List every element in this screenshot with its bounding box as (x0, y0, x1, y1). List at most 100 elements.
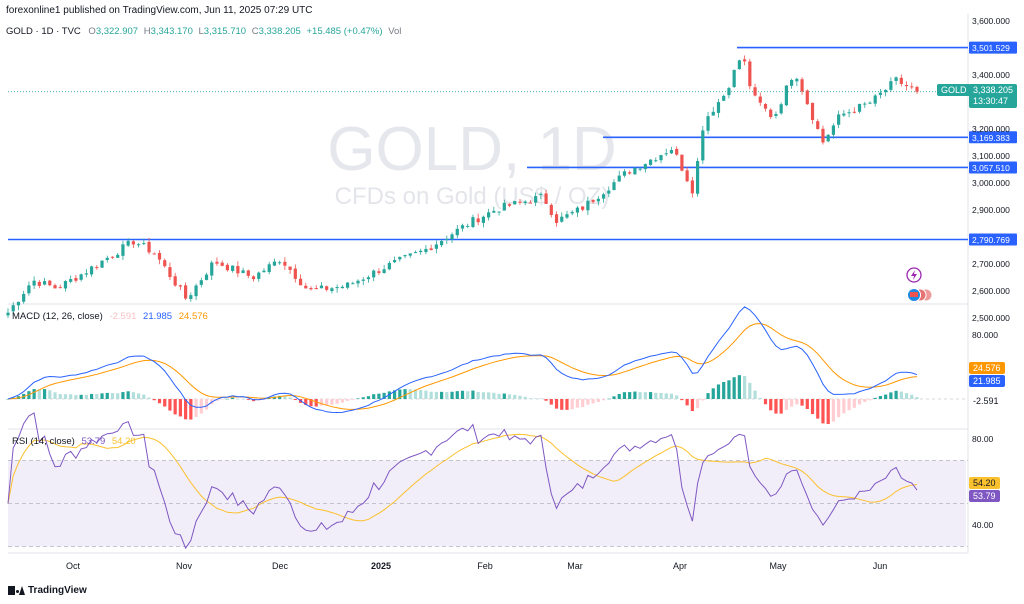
candle-body (471, 217, 475, 227)
candle-body (560, 216, 564, 222)
candle-body (581, 206, 585, 210)
macd-histogram-bar (89, 393, 94, 399)
candle-body (225, 264, 230, 271)
macd-histogram-bar (319, 399, 324, 406)
candle-body (16, 301, 21, 306)
macd-histogram-bar (356, 398, 360, 399)
candle-body (680, 154, 684, 171)
low-value: 3,315.710 (203, 26, 247, 37)
macd-histogram-bar (450, 391, 454, 399)
candle-body (220, 262, 224, 266)
economic-events-icon[interactable] (907, 288, 933, 302)
candle-body (424, 248, 428, 253)
candle-body (549, 204, 553, 215)
rsi-ma-tag: 54.20 (969, 477, 1000, 489)
macd-histogram-bar (314, 399, 318, 407)
macd-histogram-bar (121, 392, 125, 399)
tradingview-brand[interactable]: TradingView (8, 585, 87, 596)
macd-histogram-bar (471, 390, 475, 399)
macd-histogram-bar (231, 397, 235, 399)
candle-body (100, 260, 104, 268)
macd-histogram-bar (513, 394, 517, 399)
candlestick-series (6, 55, 919, 319)
macd-histogram-bar (743, 375, 747, 399)
watermark-description: CFDs on Gold (US$ / OZ) (335, 183, 610, 210)
macd-histogram-bar (424, 390, 428, 399)
level-price-label: 3,169.383 (972, 133, 1010, 143)
macd-line-tag: 21.985 (969, 375, 1005, 387)
bar-countdown: 13:30:47 (973, 96, 1009, 106)
candle-body (837, 114, 841, 125)
macd-histogram-bar (638, 392, 642, 399)
macd-histogram-bar (607, 398, 611, 400)
macd-histogram-bar (910, 394, 914, 399)
macd-histogram-bar (769, 399, 773, 411)
candle-body (554, 214, 559, 223)
candle-body (272, 261, 277, 266)
candle-body (831, 125, 836, 135)
volume-label[interactable]: Vol (388, 26, 402, 37)
candle-body (283, 261, 287, 266)
candle-body (231, 265, 235, 271)
candle-body (184, 285, 188, 299)
symbol-title[interactable]: GOLD · 1D · TVC (6, 26, 81, 37)
macd-histogram-bar (74, 395, 78, 399)
brand-name: TradingView (28, 585, 87, 596)
macd-histogram-bar (236, 398, 240, 400)
macd-histogram-bar (737, 375, 741, 399)
candle-body (664, 153, 668, 155)
candle-body (523, 201, 527, 203)
alert-icon[interactable] (906, 267, 922, 283)
price-axis[interactable]: 3,600.000 3,400.000 3,200.000 3,100.000 3,00… (972, 16, 1010, 530)
macd-histogram-bar (763, 399, 768, 405)
macd-histogram-bar (758, 397, 762, 399)
candle-body (565, 214, 569, 218)
macd-histogram-bar (852, 399, 856, 408)
candle-body (753, 87, 757, 96)
candle-body (434, 244, 438, 249)
horizontal-levels[interactable]: 3,501.529 3,169.383 3,057.510 2,790.769 (8, 41, 1017, 246)
macd-signal-line (7, 323, 918, 410)
candle-body (596, 198, 600, 202)
macd-histogram-bar (601, 399, 606, 401)
rsi-axis-tick: 80.00 (972, 434, 994, 444)
macd-legend[interactable]: MACD (12, 26, close) -2.591 21.985 24.57… (12, 311, 208, 322)
macd-histogram-bar (189, 399, 193, 420)
macd-histogram-bar (523, 396, 527, 399)
macd-histogram-bar (466, 391, 470, 399)
candle-body (419, 250, 423, 253)
candle-body (152, 253, 156, 255)
macd-histogram-bar (69, 394, 73, 399)
macd-histogram-bar (37, 389, 41, 399)
candle-body (685, 170, 689, 182)
macd-histogram-bar (774, 399, 778, 414)
candle-body (178, 285, 182, 287)
candle-body (591, 200, 595, 202)
candle-body (241, 270, 245, 274)
candle-body (659, 155, 663, 161)
candle-body (884, 89, 888, 93)
level-price-tag (969, 233, 1017, 246)
macd-line (7, 306, 918, 414)
candle-body (601, 194, 606, 199)
macd-histogram-bar (497, 393, 501, 399)
level-price-label: 3,057.510 (972, 163, 1010, 173)
candle-body (460, 225, 465, 229)
candle-body (361, 279, 365, 281)
macd-histogram-bar (528, 398, 533, 399)
macd-histogram-bar (857, 399, 862, 405)
macd-histogram-bar (727, 380, 731, 399)
macd-histogram-bar (445, 391, 449, 399)
macd-histogram-bar (278, 395, 282, 399)
macd-histogram-bar (507, 394, 512, 399)
candle-body (330, 288, 334, 292)
candle-body (22, 293, 26, 302)
rsi-legend[interactable]: RSI (14, close) 53.79 54.20 (12, 436, 136, 447)
macd-histogram-bar (377, 393, 381, 399)
macd-histogram-bar (325, 399, 329, 406)
candle-body (189, 295, 193, 299)
time-axis[interactable]: Oct Nov Dec 2025 Feb Mar Apr May Jun (66, 561, 887, 571)
macd-histogram-bar (795, 399, 799, 405)
watermark-symbol: GOLD, 1D (327, 115, 616, 184)
